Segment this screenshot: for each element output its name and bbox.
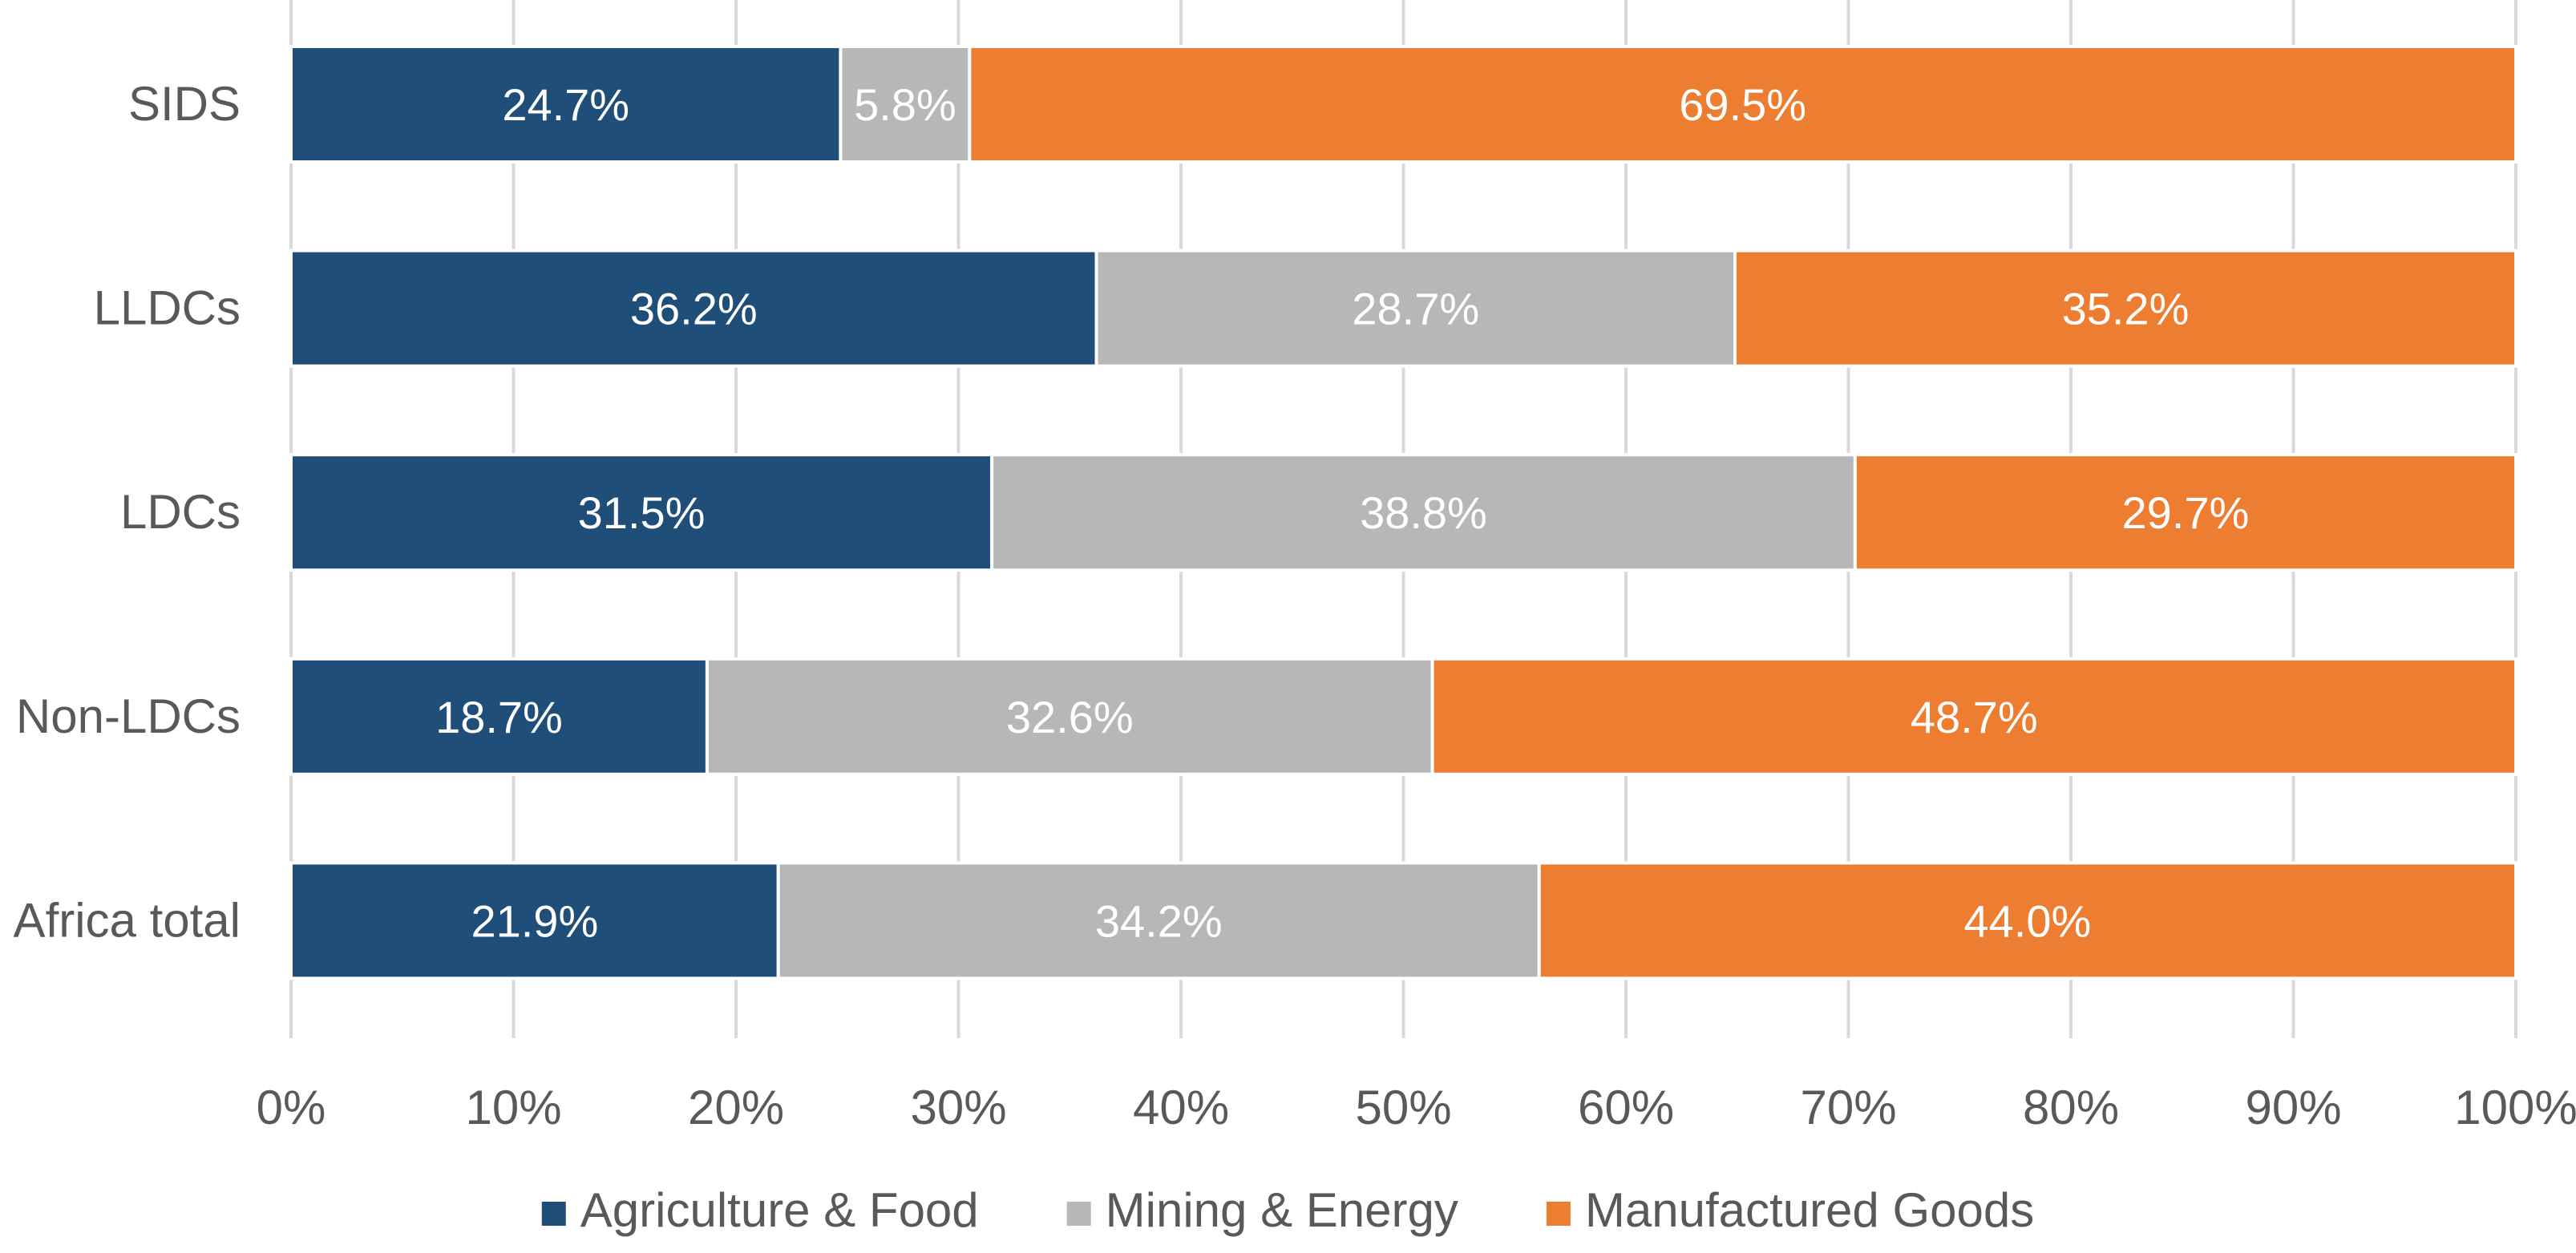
- legend-item: Agriculture & Food: [541, 1183, 979, 1237]
- bar-segment: [289, 861, 780, 980]
- bar-segment: [289, 249, 1098, 368]
- legend-label: Agriculture & Food: [580, 1183, 979, 1237]
- data-label: 48.7%: [1911, 692, 2038, 742]
- bar-segment: [776, 861, 1541, 980]
- data-label: 5.8%: [854, 79, 956, 130]
- bar-segment: [705, 657, 1434, 776]
- category-label: Non-LDCs: [16, 689, 241, 743]
- data-label: 31.5%: [578, 487, 706, 538]
- bars: [289, 45, 2518, 980]
- data-label: 32.6%: [1006, 692, 1134, 742]
- legend-swatch: [1546, 1202, 1571, 1226]
- legend-item: Manufactured Goods: [1546, 1183, 2034, 1237]
- x-tick-label: 100%: [2454, 1081, 2576, 1134]
- x-tick-label: 10%: [465, 1081, 561, 1134]
- bar-segment: [968, 45, 2517, 164]
- x-tick-label: 20%: [688, 1081, 784, 1134]
- data-label: 21.9%: [471, 895, 598, 946]
- bar-segment: [1537, 861, 2517, 980]
- legend-swatch: [1066, 1202, 1091, 1226]
- x-tick-label: 90%: [2245, 1081, 2341, 1134]
- x-tick-label: 80%: [2023, 1081, 2119, 1134]
- bar-segment: [289, 45, 843, 164]
- category-label: SIDS: [128, 77, 241, 131]
- bar-segment: [839, 45, 972, 164]
- x-tick-label: 30%: [910, 1081, 1006, 1134]
- data-label: 34.2%: [1095, 895, 1223, 946]
- data-label: 35.2%: [2062, 284, 2190, 334]
- data-labels: 24.7% 5.8% 69.5% 36.2% 28.7% 35.2% 31.5% 38.8% 2…: [435, 79, 2249, 946]
- x-tick-label: 40%: [1133, 1081, 1229, 1134]
- data-label: 69.5%: [1679, 79, 1806, 130]
- x-tick-label: 60%: [1578, 1081, 1674, 1134]
- bar-segment: [1853, 453, 2517, 572]
- legend-label: Manufactured Goods: [1585, 1183, 2034, 1237]
- data-label: 24.7%: [502, 79, 629, 130]
- bar-segment: [1430, 657, 2517, 776]
- category-label: LDCs: [120, 485, 241, 539]
- data-label: 36.2%: [630, 284, 758, 334]
- legend-label: Mining & Energy: [1106, 1183, 1458, 1237]
- x-tick-label: 70%: [1800, 1081, 1896, 1134]
- data-label: 18.7%: [435, 692, 563, 742]
- legend: Agriculture & Food Mining & Energy Manufac…: [541, 1183, 2034, 1237]
- data-label: 29.7%: [2122, 487, 2250, 538]
- bar-segment: [289, 657, 709, 776]
- category-label: Africa total: [14, 893, 241, 947]
- bar-segment: [1733, 249, 2518, 368]
- category-label: LLDCs: [94, 281, 241, 335]
- x-tick-label: 0%: [257, 1081, 326, 1134]
- data-label: 38.8%: [1360, 487, 1487, 538]
- value-axis-tick-labels: 0% 10% 20% 30% 40% 50% 60% 70% 80% 90% 100%: [257, 1081, 2576, 1134]
- data-label: 28.7%: [1352, 284, 1479, 334]
- legend-swatch: [541, 1202, 566, 1226]
- x-tick-label: 50%: [1355, 1081, 1451, 1134]
- data-label: 44.0%: [1963, 895, 2091, 946]
- category-axis-labels: SIDS LLDCs LDCs Non-LDCs Africa total: [14, 77, 241, 947]
- legend-item: Mining & Energy: [1066, 1183, 1458, 1237]
- bar-segment: [289, 453, 994, 572]
- bar-segment: [1094, 249, 1737, 368]
